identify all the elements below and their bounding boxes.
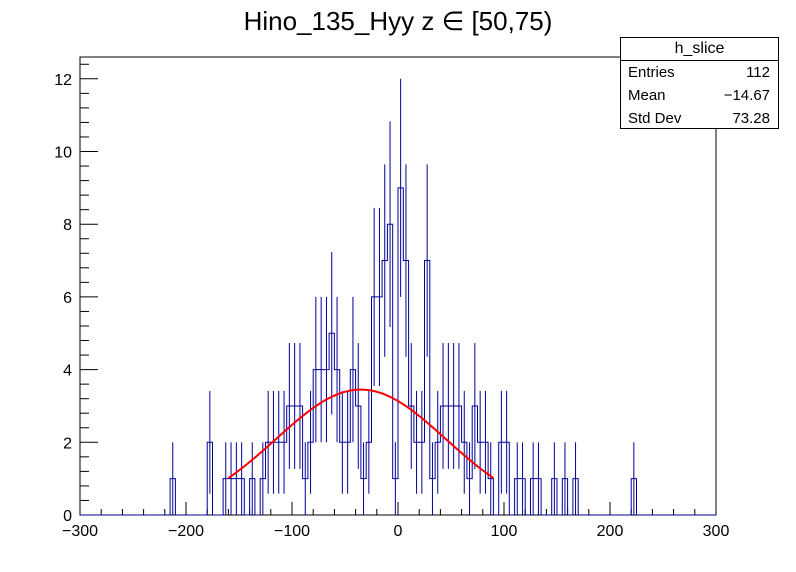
stats-entries-label: Entries <box>628 64 675 81</box>
stats-mean-value: −14.67 <box>723 87 770 104</box>
x-tick-label: −100 <box>274 523 310 540</box>
y-tick-label: 6 <box>63 290 72 307</box>
x-tick-label: −200 <box>168 523 204 540</box>
y-tick-label: 8 <box>63 217 72 234</box>
gaussian-fit <box>227 388 494 479</box>
stats-mean-label: Mean <box>628 87 666 104</box>
stats-box: h_slice Entries 112 Mean −14.67 Std Dev … <box>620 37 779 129</box>
y-tick-label: 10 <box>54 145 72 162</box>
stats-box-title: h_slice <box>621 38 778 61</box>
y-tick-label: 4 <box>63 363 72 380</box>
stats-mean-row: Mean −14.67 <box>621 84 778 107</box>
stats-stddev-label: Std Dev <box>628 110 682 127</box>
y-axis: 0 2 4 6 8 10 12 <box>54 63 98 525</box>
fit-curve <box>227 388 494 479</box>
y-tick-label: 0 <box>63 508 72 525</box>
x-tick-label: −300 <box>62 523 98 540</box>
x-tick-label: 200 <box>597 523 624 540</box>
y-tick-label: 12 <box>54 72 72 89</box>
stats-stddev-row: Std Dev 73.28 <box>621 107 778 130</box>
x-axis: −300 −200 −100 0 100 200 300 <box>62 502 729 540</box>
x-tick-label: 100 <box>491 523 518 540</box>
x-tick-label: 300 <box>703 523 730 540</box>
chart-title: Hino_135_Hyy z ∈ [50,75) <box>243 6 553 36</box>
stats-entries-value: 112 <box>746 64 770 81</box>
x-tick-label: 0 <box>394 523 403 540</box>
y-tick-label: 2 <box>63 435 72 452</box>
stats-entries-row: Entries 112 <box>621 61 778 84</box>
histogram-bins <box>80 78 716 516</box>
histogram-outline <box>80 187 716 516</box>
stats-stddev-value: 73.28 <box>732 110 770 127</box>
